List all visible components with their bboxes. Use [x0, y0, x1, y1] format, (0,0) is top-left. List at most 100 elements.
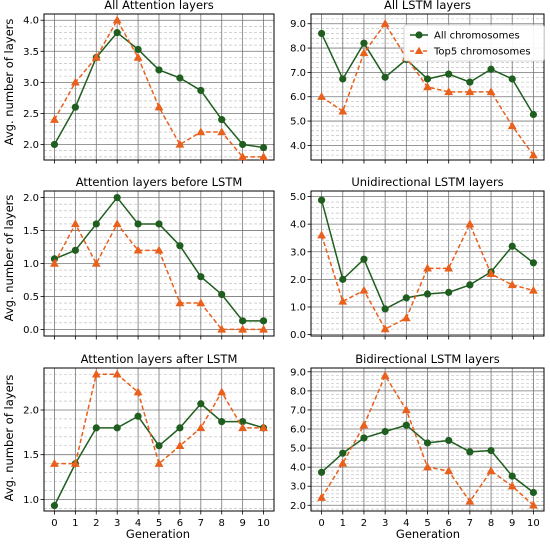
y-tick-label: 2.0	[290, 275, 306, 286]
data-point-top5	[380, 371, 390, 379]
data-point-all	[360, 39, 368, 47]
data-point-all	[487, 65, 495, 73]
data-point-top5	[154, 245, 164, 254]
y-tick-label: 8.0	[290, 44, 306, 55]
data-point-top5	[359, 48, 369, 57]
data-point-all	[218, 116, 226, 124]
y-tick-label: 2.0	[290, 501, 306, 512]
data-point-all	[197, 273, 205, 281]
y-tick-label: 9.0	[290, 367, 306, 378]
data-point-all	[155, 220, 163, 228]
shared-y-label-middle: Avg. number of layers	[2, 195, 16, 322]
data-point-top5	[154, 102, 164, 111]
data-point-all	[402, 294, 410, 302]
data-point-all	[113, 424, 121, 432]
data-point-top5	[217, 127, 227, 136]
legend-label-top5: Top5 chromosomes	[433, 47, 531, 58]
y-tick-label: 0.0	[23, 325, 39, 336]
data-point-top5	[486, 87, 496, 96]
x-tick-label: 2	[93, 518, 99, 529]
data-point-all	[339, 75, 347, 83]
data-point-top5	[444, 87, 454, 96]
y-tick-label: 6.0	[290, 425, 306, 436]
data-point-top5	[338, 106, 348, 115]
data-point-top5	[133, 387, 143, 396]
data-point-top5	[529, 500, 538, 509]
chart-panel-2: 0.0 0.5 1.0 1.5 2.0 Attention layers before L…	[23, 175, 275, 340]
y-tick-label: 8.0	[290, 386, 306, 397]
data-point-all	[197, 400, 205, 408]
y-tick-label: 1.0	[23, 259, 39, 270]
data-point-all	[71, 246, 79, 254]
x-tick-label: 10	[257, 518, 270, 529]
data-point-top5	[338, 458, 348, 467]
data-point-top5	[359, 285, 369, 294]
data-point-top5	[359, 420, 369, 429]
data-point-all	[508, 242, 516, 250]
x-axis-label-left: Generation	[126, 527, 190, 541]
data-point-top5	[217, 387, 227, 396]
data-point-all	[155, 66, 163, 74]
chart-panel-5: 2.0 3.0 4.0 5.0 6.0 7.0 8.0 9.0 0 1 2 3 4 5 6 7 8 9 10 Bidi…	[290, 352, 545, 529]
x-tick-label: 1	[72, 518, 78, 529]
x-tick-label: 3	[382, 518, 388, 529]
data-point-top5	[217, 324, 227, 333]
data-point-all	[423, 290, 432, 298]
data-point-top5	[529, 285, 538, 294]
data-point-top5	[317, 92, 326, 100]
data-point-top5	[486, 269, 496, 278]
chart-title: All LSTM layers	[384, 0, 471, 12]
data-point-all	[92, 424, 100, 432]
chart-panel-1: 4.0 5.0 6.0 7.0 8.0 9.0 All LSTM layers	[290, 0, 545, 164]
data-point-top5	[380, 19, 390, 27]
y-tick-label: 5.0	[290, 117, 306, 128]
data-point-all	[317, 29, 326, 38]
chart-panel-0: 2.0 2.5 3.0 3.5 4.0 All Attention layers	[23, 0, 275, 164]
data-point-top5	[133, 245, 143, 254]
y-tick-label: 3.0	[23, 78, 39, 89]
data-point-all	[508, 75, 516, 83]
data-point-top5	[317, 493, 326, 501]
y-tick-label: 0.0	[290, 330, 306, 341]
x-tick-label: 8	[488, 518, 494, 529]
data-point-top5	[465, 496, 475, 505]
chart-title: All Attention layers	[104, 0, 214, 12]
data-point-all	[339, 449, 347, 457]
y-tick-label: 4.0	[23, 16, 39, 27]
data-point-top5	[91, 369, 101, 378]
chart-title: Unidirectional LSTM layers	[351, 175, 503, 189]
chart-title: Attention layers after LSTM	[81, 352, 238, 366]
x-tick-label: 6	[445, 518, 451, 529]
data-point-top5	[507, 280, 517, 289]
chart-panels: 2.0 2.5 3.0 3.5 4.0 All Attention layers 4.0 5.…	[23, 0, 545, 529]
chart-panel-3: 0.0 1.0 2.0 3.0 4.0 5.0 Unidirectional LSTM la…	[290, 175, 545, 341]
y-tick-label: 1.5	[23, 450, 39, 461]
data-point-top5	[423, 263, 432, 272]
legend-frame	[403, 24, 545, 62]
data-point-top5	[175, 441, 185, 449]
data-point-all	[197, 86, 205, 95]
legend-label-all: All chromosomes	[434, 31, 520, 42]
series-line-top5-chromosomes	[320, 223, 534, 330]
data-point-top5	[401, 405, 411, 414]
x-tick-label: 7	[467, 518, 473, 529]
data-point-all	[113, 29, 121, 37]
data-point-top5	[486, 466, 496, 475]
data-point-top5	[112, 219, 122, 228]
data-point-top5	[70, 459, 80, 467]
data-point-all	[529, 259, 538, 267]
data-point-all	[92, 220, 100, 228]
data-point-all	[317, 468, 326, 476]
data-point-top5	[529, 150, 538, 159]
data-point-all	[176, 74, 184, 82]
data-point-top5	[70, 219, 80, 228]
data-point-all	[381, 305, 389, 313]
data-point-top5	[465, 87, 475, 96]
x-tick-label: 10	[527, 518, 540, 529]
data-point-all	[239, 317, 247, 325]
y-tick-label: 2.0	[23, 140, 39, 151]
y-tick-label: 4.0	[290, 220, 306, 231]
y-tick-label: 2.5	[23, 109, 39, 120]
y-tick-label: 2.0	[23, 193, 39, 204]
